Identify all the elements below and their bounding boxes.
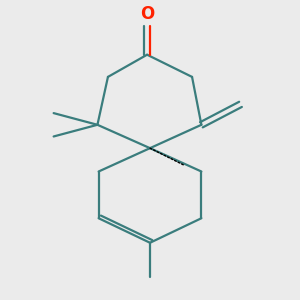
Text: O: O [140,4,154,22]
